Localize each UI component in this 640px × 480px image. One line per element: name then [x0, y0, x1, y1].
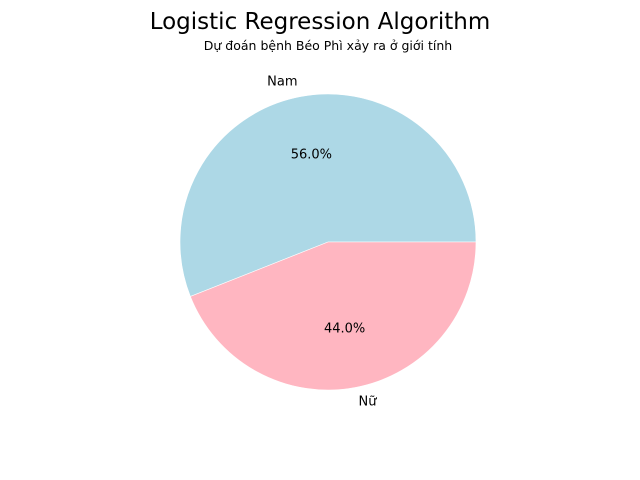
pie-slices — [179, 93, 477, 391]
slice-percent-0: 56.0% — [291, 147, 332, 162]
slice-percent-1: 44.0% — [324, 322, 365, 337]
chart-subtitle: Dự đoán bệnh Béo Phì xảy ra ở giới tính — [204, 38, 452, 53]
slice-label-1: Nữ — [359, 394, 378, 409]
chart-title: Logistic Regression Algorithm — [150, 9, 491, 35]
pie-slice-0 — [179, 93, 477, 297]
slice-label-0: Nam — [267, 75, 297, 90]
pie-slice-1 — [190, 241, 477, 391]
pie-labels: Nam 56.0% Nữ 44.0% — [267, 75, 377, 410]
